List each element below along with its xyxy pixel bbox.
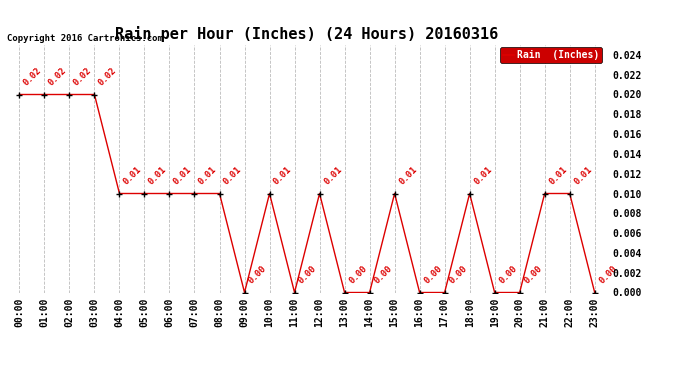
Text: 0.00: 0.00 — [422, 264, 444, 286]
Text: 0.02: 0.02 — [47, 66, 68, 88]
Text: 0.00: 0.00 — [297, 264, 319, 286]
Text: 0.02: 0.02 — [97, 66, 119, 88]
Text: Copyright 2016 Cartronics.com: Copyright 2016 Cartronics.com — [7, 33, 163, 42]
Text: 0.00: 0.00 — [497, 264, 519, 286]
Text: 0.01: 0.01 — [222, 165, 244, 187]
Text: 0.00: 0.00 — [598, 264, 619, 286]
Legend: Rain  (Inches): Rain (Inches) — [500, 47, 602, 63]
Text: 0.00: 0.00 — [372, 264, 394, 286]
Text: 0.00: 0.00 — [247, 264, 268, 286]
Text: 0.02: 0.02 — [22, 66, 43, 88]
Text: 0.00: 0.00 — [347, 264, 368, 286]
Text: 0.00: 0.00 — [522, 264, 544, 286]
Text: 0.01: 0.01 — [572, 165, 594, 187]
Text: 0.01: 0.01 — [547, 165, 569, 187]
Text: 0.01: 0.01 — [172, 165, 194, 187]
Text: 0.01: 0.01 — [147, 165, 168, 187]
Text: 0.01: 0.01 — [122, 165, 144, 187]
Text: 0.01: 0.01 — [272, 165, 294, 187]
Text: 0.01: 0.01 — [322, 165, 344, 187]
Text: 0.01: 0.01 — [472, 165, 494, 187]
Text: 0.01: 0.01 — [197, 165, 219, 187]
Title: Rain per Hour (Inches) (24 Hours) 20160316: Rain per Hour (Inches) (24 Hours) 201603… — [115, 27, 499, 42]
Text: 0.01: 0.01 — [397, 165, 419, 187]
Text: 0.02: 0.02 — [72, 66, 94, 88]
Text: 0.00: 0.00 — [447, 264, 469, 286]
